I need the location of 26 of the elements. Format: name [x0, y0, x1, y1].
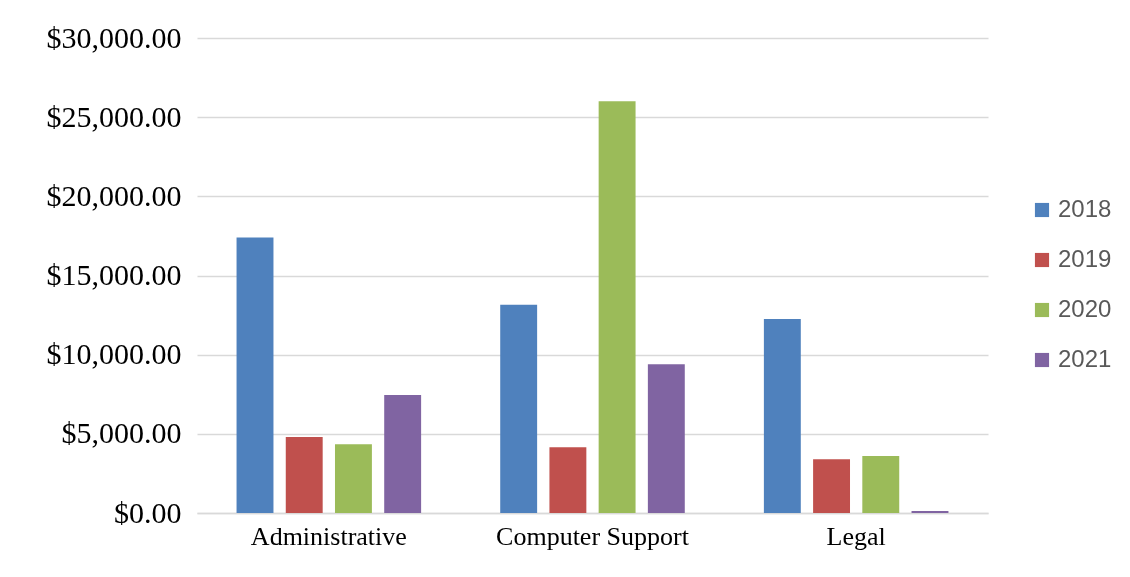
bar	[598, 101, 636, 513]
bar	[813, 459, 851, 513]
y-tick-label: $0.00	[114, 495, 182, 529]
x-tick-label: Administrative	[250, 521, 407, 551]
y-tick-label: $10,000.00	[46, 337, 182, 371]
x-tick-label: Legal	[826, 521, 886, 551]
bar	[384, 395, 422, 513]
legend-label: 2019	[1058, 245, 1112, 272]
x-tick-label: Computer Support	[496, 521, 690, 551]
bar	[647, 364, 685, 513]
legend-label: 2018	[1058, 195, 1112, 222]
bar	[285, 437, 323, 513]
bar	[549, 447, 587, 513]
y-tick-label: $25,000.00	[46, 99, 182, 133]
legend-label: 2020	[1058, 295, 1112, 322]
y-tick-label: $30,000.00	[46, 20, 182, 54]
legend-label: 2021	[1058, 345, 1112, 372]
y-tick-label: $15,000.00	[46, 258, 182, 291]
y-tick-label: $20,000.00	[46, 178, 182, 212]
bar	[763, 319, 801, 513]
bar	[334, 444, 372, 513]
bar	[911, 510, 949, 513]
y-tick-label: $5,000.00	[61, 416, 182, 450]
bar	[236, 237, 274, 513]
bar	[500, 304, 538, 513]
bar	[862, 456, 900, 513]
